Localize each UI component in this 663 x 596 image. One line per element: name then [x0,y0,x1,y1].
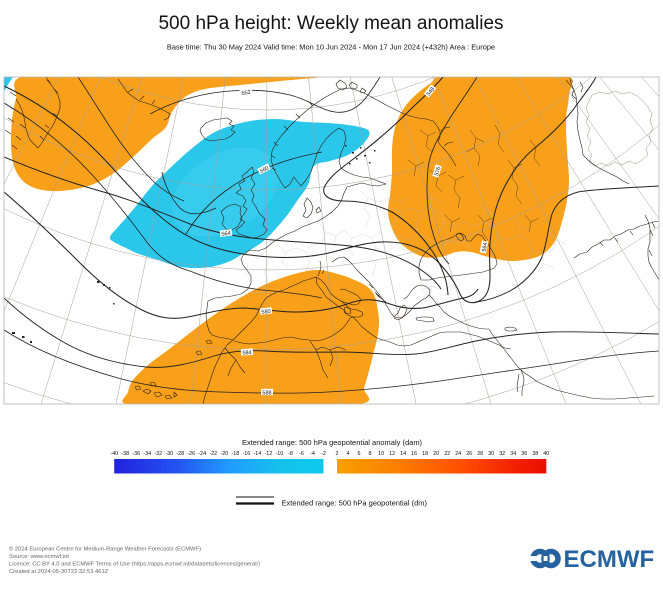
svg-text:18: 18 [422,451,428,457]
svg-text:564: 564 [221,231,231,238]
svg-text:-14: -14 [254,451,262,457]
svg-text:584: 584 [242,350,252,357]
svg-text:-10: -10 [276,451,284,457]
svg-text:Base time: Thu 30 May 2024 Val: Base time: Thu 30 May 2024 Valid time: M… [167,42,495,51]
svg-text:-32: -32 [154,451,162,457]
svg-text:36: 36 [521,451,527,457]
svg-text:564: 564 [482,242,490,252]
svg-text:Licence: CC BY 4.0 and ECMWF T: Licence: CC BY 4.0 and ECMWF Terms of Us… [9,562,260,568]
svg-text:-6: -6 [299,451,304,457]
svg-text:548: 548 [426,86,436,97]
svg-text:-26: -26 [187,451,195,457]
svg-text:26: 26 [466,451,472,457]
svg-text:© 2024 European Centre for Med: © 2024 European Centre for Medium-Range … [9,546,201,553]
svg-text:Extended range: 500 hPa geopot: Extended range: 500 hPa geopotential ano… [242,438,423,447]
svg-text:580: 580 [261,309,271,316]
svg-text:-24: -24 [198,451,206,457]
svg-text:-28: -28 [176,451,184,457]
svg-text:576: 576 [434,166,442,177]
svg-text:30: 30 [488,451,494,457]
svg-text:Created at 2024-05-30T22:32:53: Created at 2024-05-30T22:32:53.461Z [9,569,109,575]
svg-text:40: 40 [543,451,549,457]
svg-text:4: 4 [347,451,350,457]
svg-text:-12: -12 [265,451,273,457]
svg-text:8: 8 [369,451,372,457]
svg-text:-18: -18 [232,451,240,457]
svg-text:560: 560 [259,165,270,175]
svg-text:20: 20 [433,451,439,457]
svg-text:500 hPa height: Weekly mean an: 500 hPa height: Weekly mean anomalies [158,13,503,34]
svg-text:-36: -36 [132,451,140,457]
svg-text:6: 6 [358,451,361,457]
svg-text:-16: -16 [243,451,251,457]
svg-text:-4: -4 [310,451,315,457]
svg-text:22: 22 [444,451,450,457]
svg-text:Source: www.ecmwf.int: Source: www.ecmwf.int [9,554,69,560]
svg-text:12: 12 [389,451,395,457]
svg-text:-22: -22 [209,451,217,457]
svg-text:34: 34 [510,451,516,457]
svg-text:ECMWF: ECMWF [564,546,655,573]
svg-text:Extended range: 500 hPa geopot: Extended range: 500 hPa geopotential (dm… [282,499,428,508]
svg-text:-8: -8 [288,451,293,457]
svg-text:10: 10 [378,451,384,457]
svg-text:-30: -30 [165,451,173,457]
svg-text:24: 24 [455,451,461,457]
svg-text:38: 38 [532,451,538,457]
svg-text:28: 28 [477,451,483,457]
svg-text:14: 14 [400,451,406,457]
svg-text:32: 32 [499,451,505,457]
svg-text:-2: -2 [321,451,326,457]
svg-text:552: 552 [241,89,251,97]
svg-text:-20: -20 [221,451,229,457]
svg-text:-38: -38 [121,451,129,457]
svg-text:2: 2 [336,451,339,457]
svg-text:588: 588 [262,390,271,396]
svg-text:-40: -40 [110,451,118,457]
svg-text:-34: -34 [143,451,151,457]
svg-text:16: 16 [411,451,417,457]
